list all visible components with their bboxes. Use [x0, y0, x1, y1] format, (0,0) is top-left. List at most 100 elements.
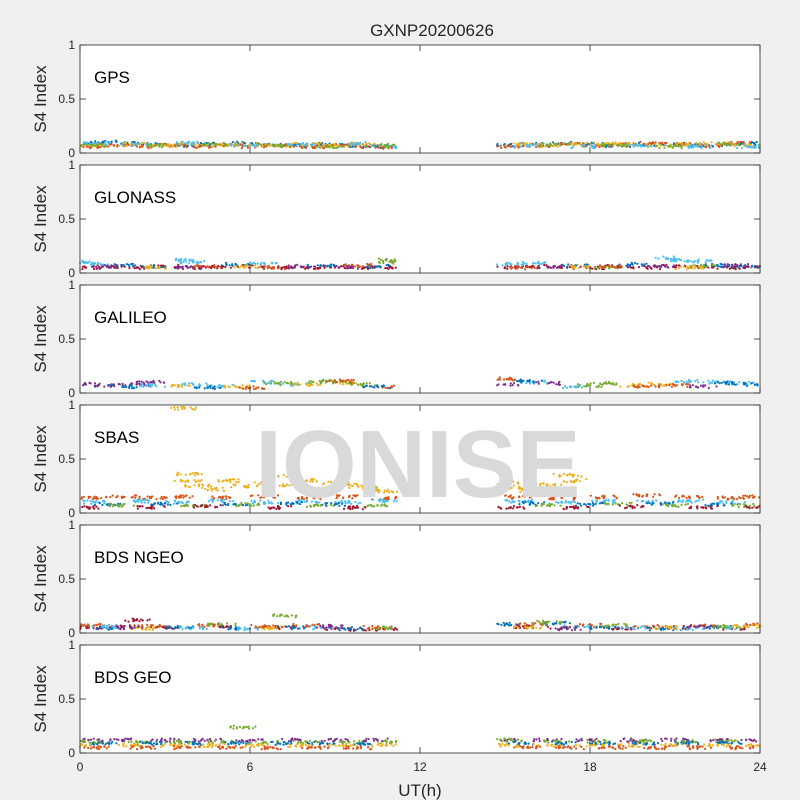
data-point — [138, 268, 141, 271]
data-point — [206, 383, 209, 386]
data-point — [141, 626, 144, 629]
data-point — [730, 381, 733, 384]
data-point — [166, 627, 169, 630]
data-point — [607, 627, 611, 630]
data-point — [549, 143, 553, 146]
data-point — [293, 143, 296, 147]
data-point — [227, 496, 230, 499]
data-point — [742, 494, 745, 497]
data-point — [175, 145, 178, 148]
data-point — [213, 623, 216, 626]
data-point — [181, 265, 184, 268]
data-point — [688, 495, 691, 498]
data-point — [220, 623, 223, 626]
data-point — [654, 385, 657, 388]
data-point — [350, 263, 354, 266]
data-point — [319, 625, 322, 628]
data-point — [307, 381, 310, 384]
data-point — [238, 266, 241, 269]
data-point — [116, 626, 119, 629]
data-point — [215, 265, 218, 268]
series-1 — [79, 255, 713, 267]
data-point — [161, 143, 164, 146]
data-point — [112, 627, 115, 630]
data-point — [646, 267, 649, 270]
data-point — [684, 142, 688, 145]
data-point — [731, 142, 734, 146]
data-point — [625, 506, 628, 509]
data-point — [195, 480, 198, 483]
data-point — [380, 142, 383, 146]
data-point — [163, 385, 167, 388]
data-point — [576, 383, 580, 386]
data-point — [373, 142, 376, 145]
data-point — [637, 495, 640, 498]
data-point — [197, 740, 200, 743]
data-point — [607, 380, 611, 384]
data-point — [518, 622, 521, 626]
data-point — [93, 495, 96, 498]
data-point — [121, 738, 124, 742]
data-point — [152, 266, 155, 269]
data-point — [163, 505, 166, 508]
data-point — [146, 143, 149, 146]
data-point — [351, 266, 354, 270]
data-point — [263, 628, 266, 631]
data-point — [666, 625, 669, 628]
data-point — [693, 267, 696, 270]
data-point — [742, 140, 745, 144]
data-point — [375, 628, 379, 631]
data-point — [256, 628, 259, 631]
data-point — [234, 624, 237, 627]
data-point — [97, 507, 100, 510]
data-point — [324, 145, 327, 148]
data-point — [332, 263, 336, 266]
data-point — [110, 264, 113, 267]
data-point — [322, 147, 325, 150]
data-point — [677, 505, 680, 508]
data-point — [517, 265, 521, 268]
data-point — [271, 262, 274, 265]
data-point — [683, 381, 686, 384]
data-point — [275, 627, 278, 630]
data-point — [175, 143, 178, 146]
data-point — [683, 626, 686, 629]
data-point — [272, 379, 275, 383]
series-3 — [83, 140, 761, 150]
data-point — [100, 145, 103, 148]
data-point — [192, 506, 196, 509]
data-point — [236, 386, 239, 389]
data-point — [109, 266, 112, 269]
data-point — [600, 265, 603, 268]
data-point — [260, 627, 264, 630]
data-point — [224, 478, 227, 482]
data-point — [318, 379, 321, 383]
data-point — [159, 501, 162, 504]
data-point — [199, 261, 202, 264]
data-point — [263, 267, 266, 270]
data-point — [353, 381, 356, 385]
data-point — [527, 380, 530, 383]
data-point — [182, 405, 185, 408]
data-point — [365, 142, 368, 145]
data-point — [250, 623, 253, 627]
data-point — [685, 496, 688, 499]
data-point — [562, 626, 565, 629]
data-point — [686, 502, 689, 506]
data-point — [371, 385, 374, 388]
data-point — [592, 145, 595, 148]
data-point — [176, 385, 179, 388]
data-point — [731, 263, 734, 266]
data-point — [593, 146, 596, 149]
data-point — [754, 143, 757, 146]
data-point — [241, 740, 244, 743]
data-point — [285, 625, 288, 628]
data-point — [356, 267, 359, 270]
data-point — [147, 381, 150, 384]
data-point — [159, 497, 162, 500]
data-point — [230, 486, 233, 489]
data-point — [643, 263, 646, 266]
data-point — [148, 266, 151, 269]
data-point — [194, 471, 197, 474]
data-point — [755, 506, 758, 509]
